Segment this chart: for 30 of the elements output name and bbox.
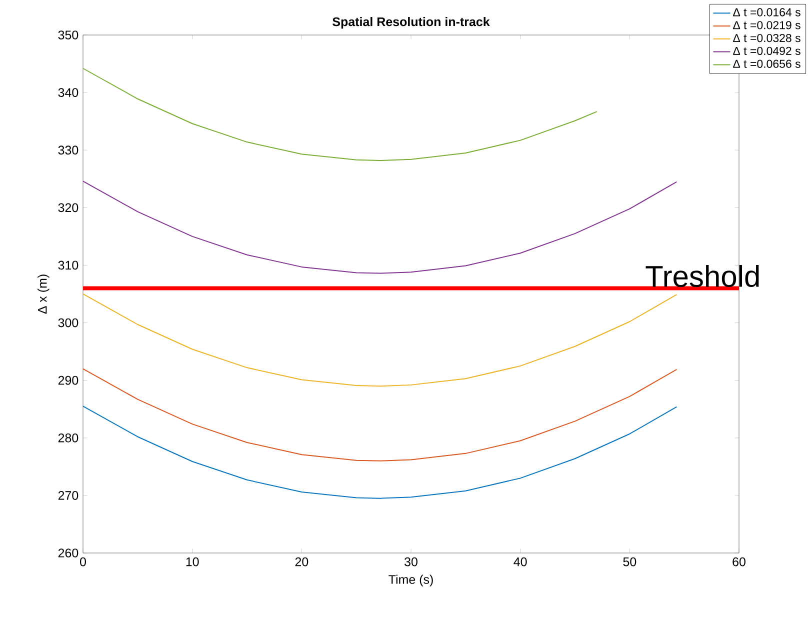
y-tick-label: 270 bbox=[58, 491, 78, 500]
ref-line-label: Treshold bbox=[646, 265, 759, 288]
line-series bbox=[82, 293, 678, 387]
line-series bbox=[82, 68, 598, 161]
legend-label: Δ t =0.0219 s bbox=[733, 21, 800, 30]
y-axis-title: Δ x (m) bbox=[38, 274, 50, 314]
x-tick-label: 40 bbox=[514, 557, 527, 566]
line-series bbox=[82, 368, 678, 462]
legend-label: Δ t =0.0164 s bbox=[733, 8, 800, 16]
y-tick-label: 290 bbox=[58, 376, 78, 385]
x-tick-label: 30 bbox=[404, 557, 418, 566]
x-tick-label: 50 bbox=[623, 557, 636, 566]
legend-label: Δ t =0.0492 s bbox=[733, 46, 800, 55]
y-tick-label: 350 bbox=[58, 30, 78, 40]
y-tick-label: 320 bbox=[58, 203, 78, 212]
y-tick-label: 330 bbox=[58, 146, 78, 155]
y-tick-label: 300 bbox=[58, 318, 78, 328]
x-tick-label: 0 bbox=[80, 557, 86, 566]
x-axis-title: Time (s) bbox=[388, 574, 433, 586]
x-tick-label: 60 bbox=[732, 557, 746, 566]
chart-title: Spatial Resolution in-track bbox=[332, 16, 490, 29]
x-tick-label: 10 bbox=[186, 557, 199, 566]
y-tick-label: 260 bbox=[58, 548, 78, 558]
legend-label: Δ t =0.0328 s bbox=[733, 34, 800, 42]
y-tick-label: 340 bbox=[58, 88, 78, 97]
legend-label: Δ t =0.0656 s bbox=[733, 60, 800, 68]
x-tick-label: 20 bbox=[295, 557, 308, 566]
y-tick-label: 310 bbox=[58, 260, 78, 270]
y-tick-label: 280 bbox=[58, 433, 78, 442]
line-series bbox=[82, 406, 678, 499]
